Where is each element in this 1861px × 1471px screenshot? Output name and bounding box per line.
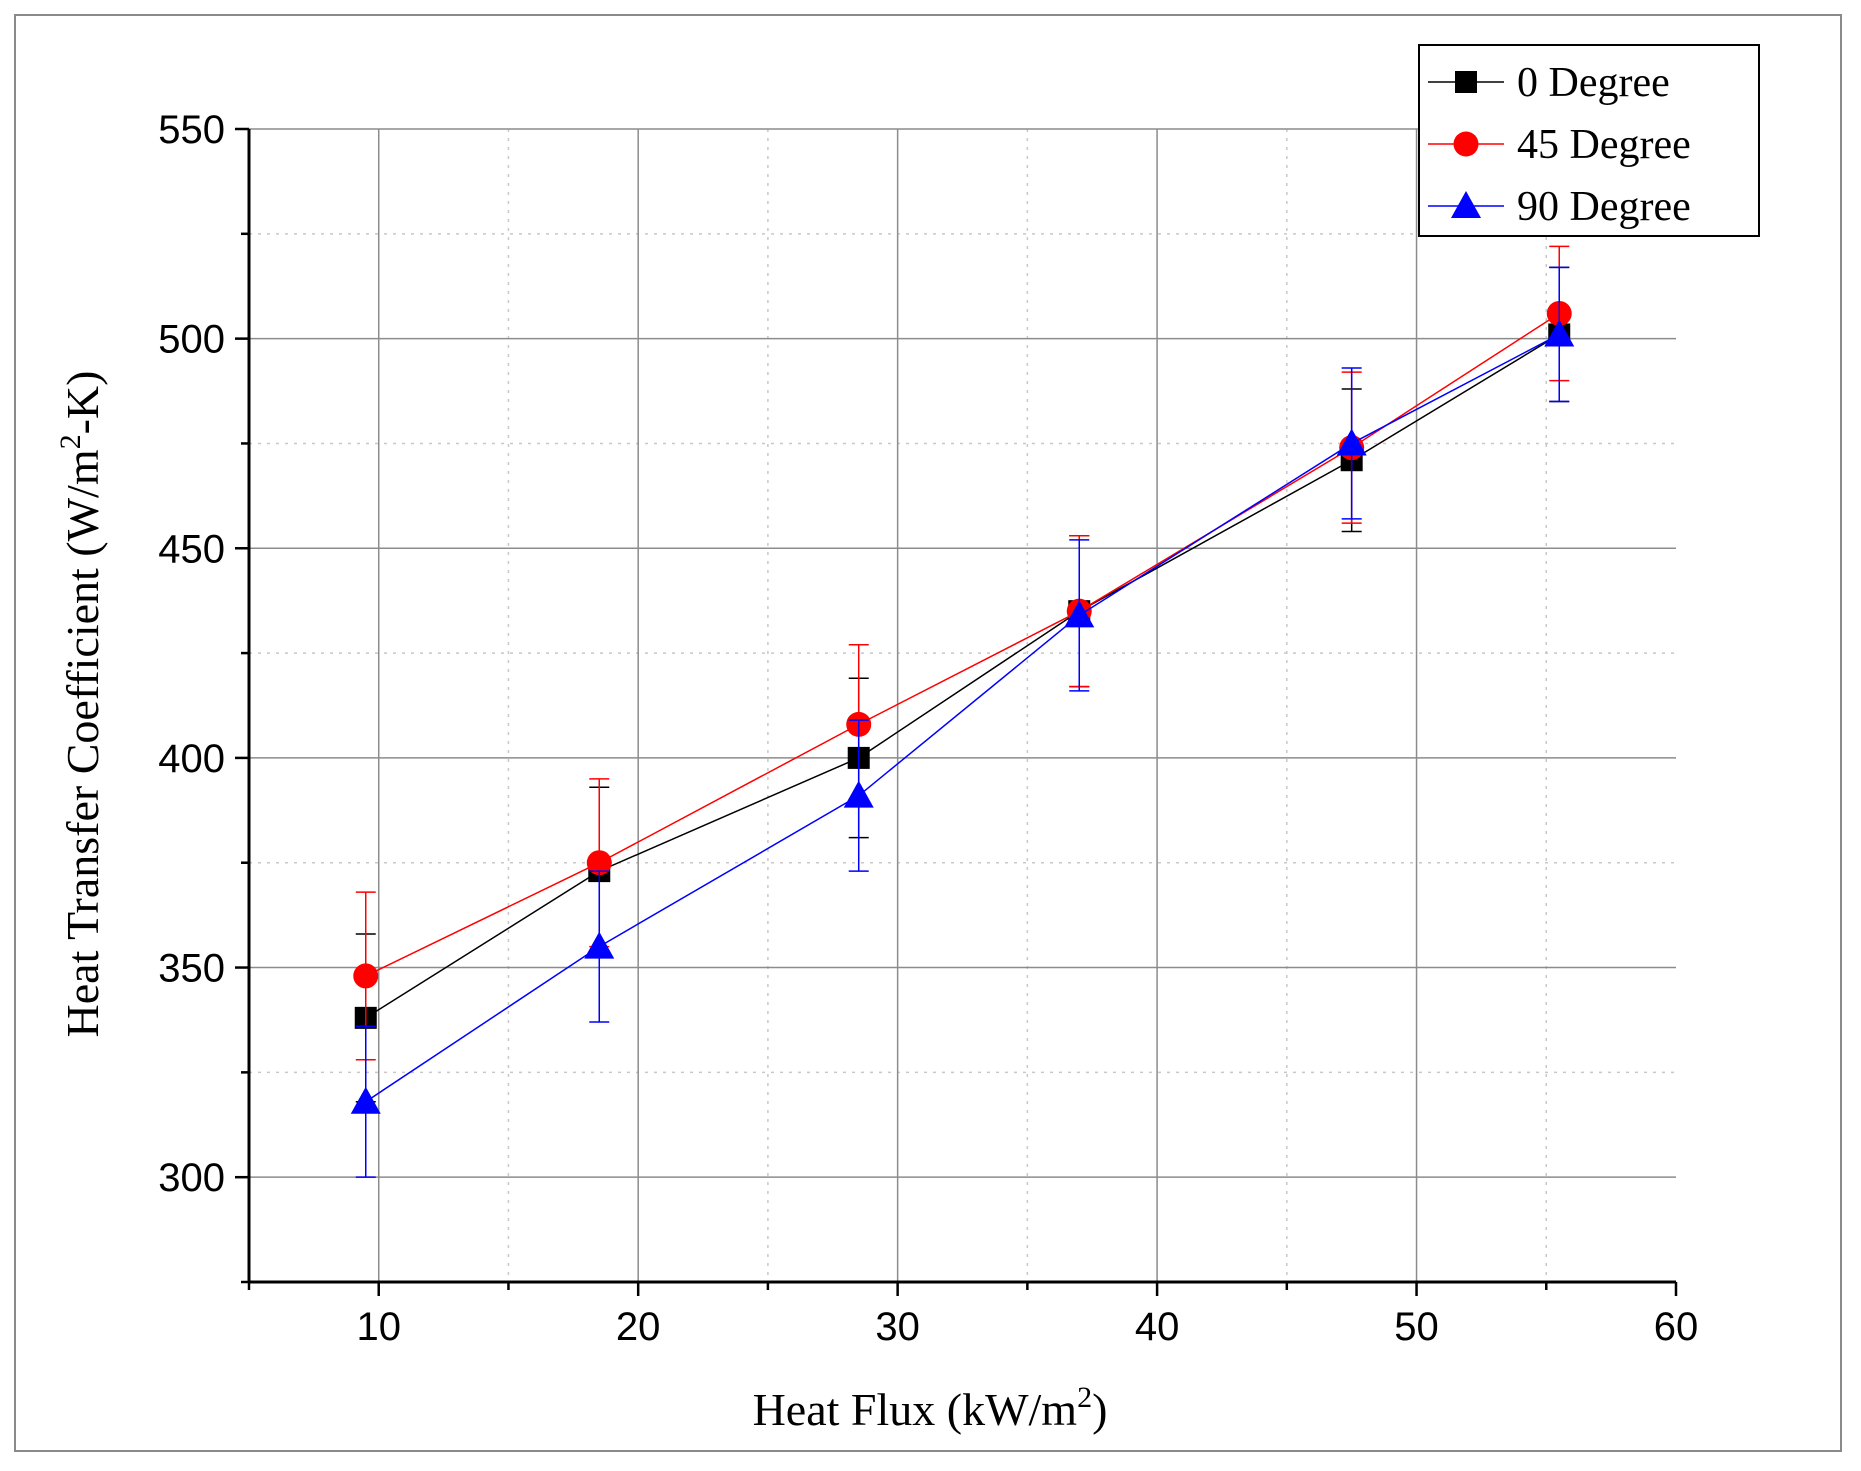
data-point bbox=[1064, 600, 1095, 628]
y-tick-label: 500 bbox=[158, 318, 225, 362]
data-point bbox=[350, 1086, 381, 1114]
x-tick-label: 50 bbox=[1394, 1305, 1439, 1349]
series-0-degree bbox=[354, 266, 1571, 1103]
legend-entry: 90 Degree bbox=[1428, 184, 1691, 230]
data-point bbox=[584, 931, 615, 959]
x-tick-label: 20 bbox=[616, 1305, 661, 1349]
series-line bbox=[365, 333, 1560, 1103]
legend-marker bbox=[1455, 71, 1477, 93]
y-tick-label: 550 bbox=[158, 108, 225, 152]
legend-marker bbox=[1453, 131, 1479, 157]
y-tick-label: 350 bbox=[158, 947, 225, 991]
x-tick-label: 40 bbox=[1135, 1305, 1180, 1349]
axes-layer: 10 20 30 40 50 60 300 350 400 450 500 550 bbox=[158, 108, 1698, 1349]
series-layer bbox=[350, 245, 1575, 1178]
series-90-degree bbox=[350, 266, 1575, 1178]
legend-marker bbox=[1451, 191, 1481, 218]
data-point bbox=[586, 850, 612, 876]
data-point bbox=[843, 780, 874, 808]
x-tick-label: 60 bbox=[1654, 1305, 1699, 1349]
series-line bbox=[365, 312, 1560, 977]
grid-layer bbox=[249, 128, 1676, 1282]
data-point bbox=[353, 963, 379, 989]
series-line bbox=[365, 333, 1560, 1019]
legend-label: 0 Degree bbox=[1517, 60, 1670, 106]
y-tick-label: 400 bbox=[158, 737, 225, 781]
figure-frame bbox=[14, 14, 1842, 1452]
x-tick-label: 30 bbox=[875, 1305, 920, 1349]
legend-entry: 45 Degree bbox=[1428, 122, 1691, 168]
legend: 0 Degree 45 Degree 90 Degree bbox=[1418, 44, 1760, 237]
legend-label: 90 Degree bbox=[1517, 184, 1691, 230]
x-axis-title: Heat Flux (kW/m2) bbox=[753, 1381, 1108, 1435]
legend-entry: 0 Degree bbox=[1428, 60, 1670, 106]
y-tick-label: 300 bbox=[158, 1156, 225, 1200]
x-tick-label: 10 bbox=[356, 1305, 401, 1349]
y-tick-label: 450 bbox=[158, 527, 225, 571]
legend-label: 45 Degree bbox=[1517, 122, 1691, 168]
data-point bbox=[1336, 428, 1367, 456]
data-point bbox=[1544, 319, 1575, 347]
y-axis-title: Heat Transfer Coefficient (W/m2-K) bbox=[54, 371, 108, 1038]
